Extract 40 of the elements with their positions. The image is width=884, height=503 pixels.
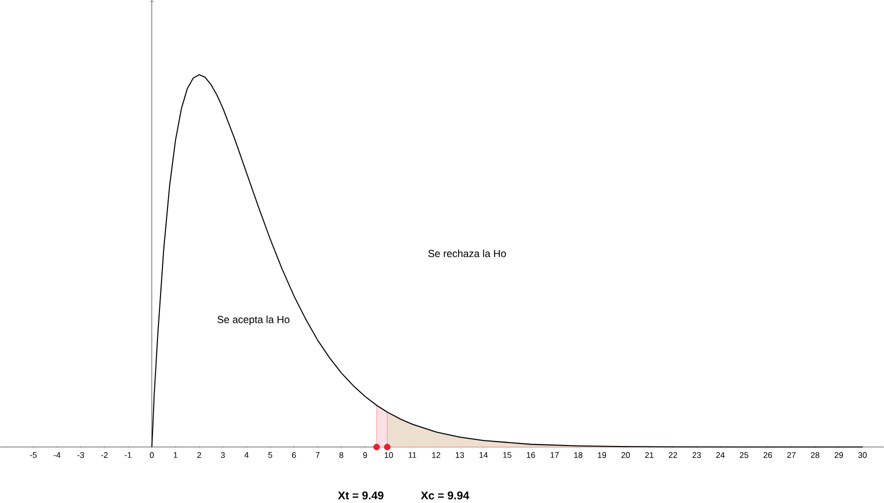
x-tick-label: 4	[244, 452, 249, 458]
x-tick-label: 29	[834, 452, 843, 458]
x-tick-label: -1	[124, 452, 132, 458]
x-tick-label: 8	[339, 452, 344, 458]
text: Xc = 9.94	[420, 492, 470, 500]
x-tick-label: 13	[456, 452, 464, 458]
x-tick-label: 18	[574, 452, 582, 458]
x-tick-label: 24	[716, 452, 725, 458]
x-tick-label: 16	[526, 452, 536, 458]
x-tick-label: 15	[503, 452, 512, 458]
x-tick-label: 14	[480, 452, 488, 458]
x-tick-label: 21	[645, 452, 654, 458]
x-tick-label: 27	[787, 452, 796, 458]
x-tick-label: 12	[432, 452, 440, 458]
x-tick-label: -5	[30, 452, 37, 458]
x-tick-label: 5	[268, 452, 272, 458]
x-tick-label: 0	[150, 452, 154, 458]
annotation: Se rechaza la Ho	[428, 250, 506, 258]
x-tick-label: 28	[810, 452, 820, 458]
x-tick-label: 11	[408, 452, 416, 458]
x-tick-label: 3	[220, 452, 225, 458]
x-tick-label: 7	[316, 452, 320, 458]
x-tick-label: 17	[550, 452, 559, 458]
x-tick-label: 26	[764, 452, 772, 458]
x-tick-label: 10	[384, 452, 393, 458]
x-tick-label: 20	[621, 452, 630, 458]
x-tick-label: 2	[197, 452, 202, 458]
x-tick-label: 25	[740, 452, 748, 458]
x-tick-label: -4	[54, 452, 60, 458]
text: Xt = 9.49	[338, 492, 384, 500]
x-tick-label: 6	[292, 452, 296, 458]
x-tick-label: 23	[692, 452, 701, 458]
x-tick-label: -3	[77, 452, 84, 458]
x-tick-label: 1	[174, 452, 178, 458]
x-tick-label: 19	[598, 452, 606, 458]
x-tick-label: -2	[101, 452, 108, 458]
x-tick-label: 9	[363, 452, 367, 458]
annotation: Se acepta la Ho	[217, 316, 290, 326]
x-tick-label: 30	[858, 452, 867, 458]
x-tick-label: 22	[668, 452, 678, 458]
